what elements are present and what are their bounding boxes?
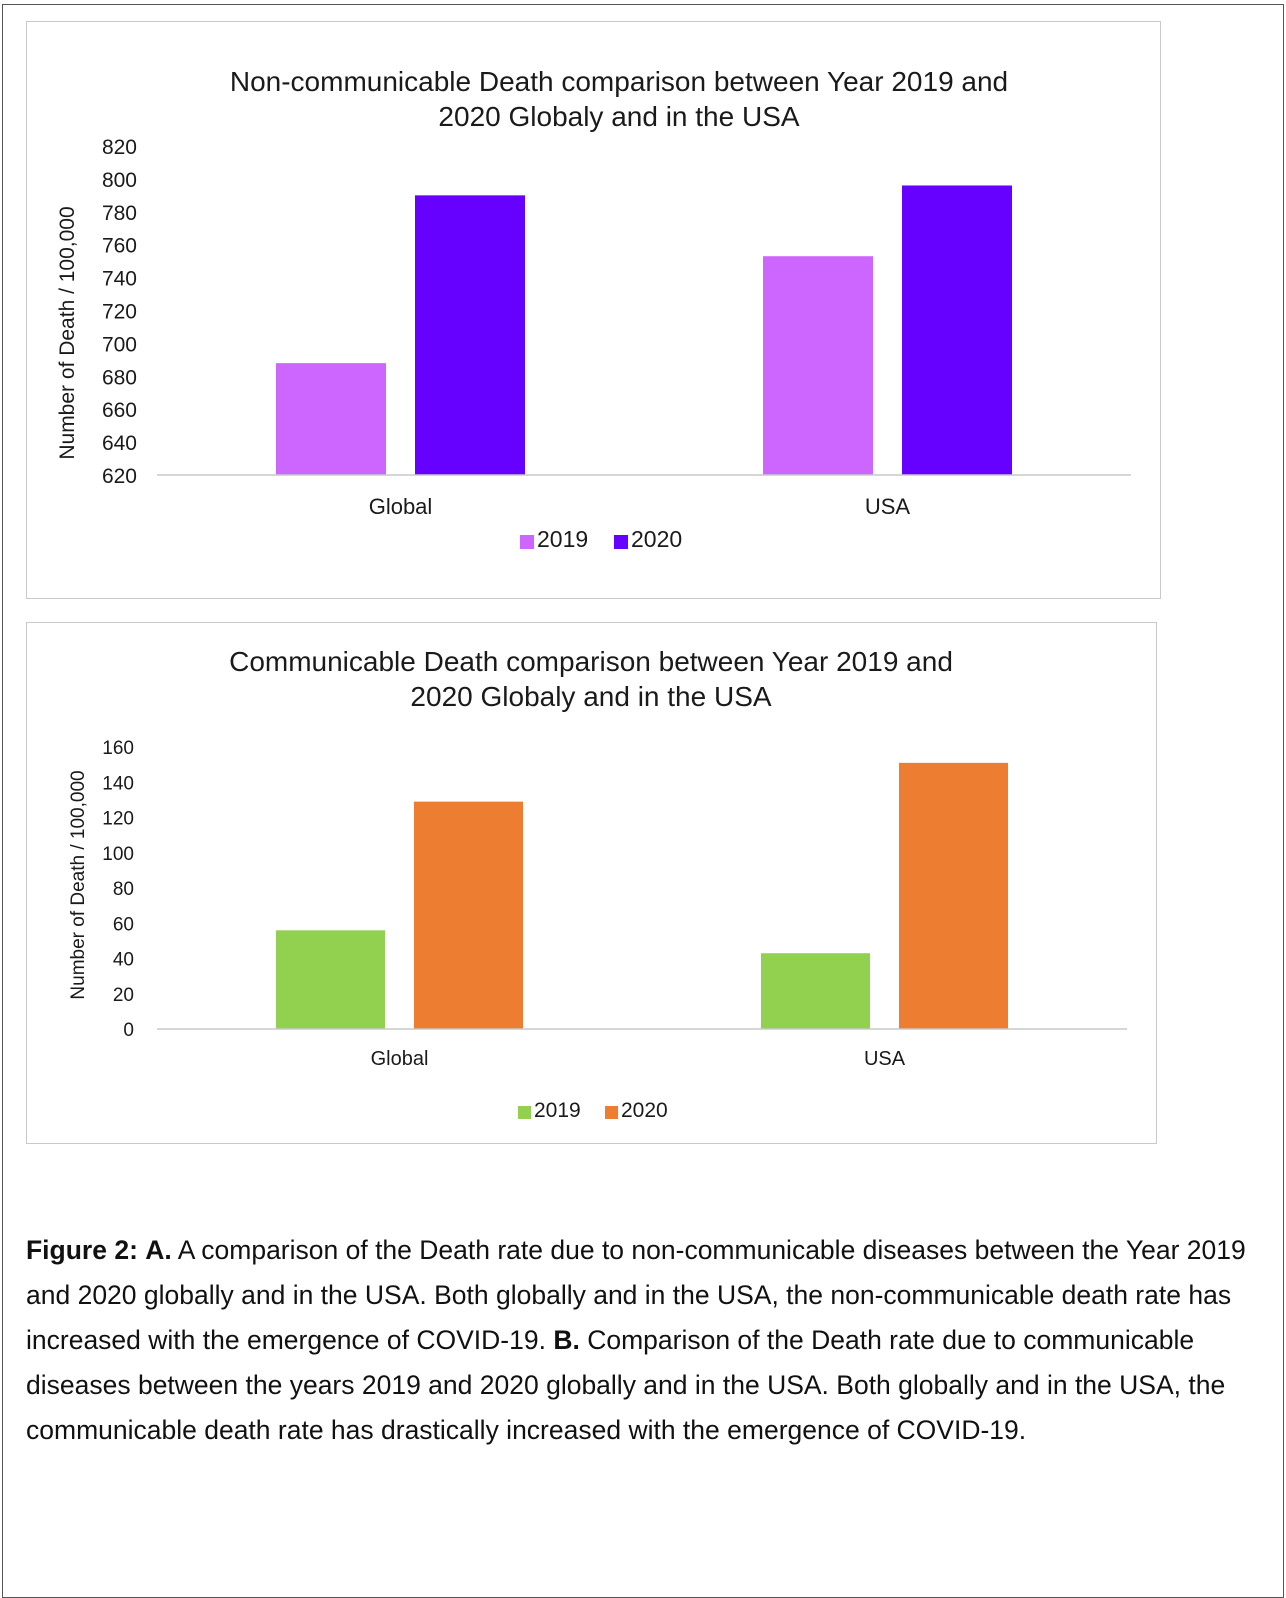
y-tick-label: 640 [102, 432, 137, 455]
chart-a-y-axis-label: Number of Death / 100,000 [56, 206, 79, 459]
y-tick-label: 800 [102, 169, 137, 192]
figure-caption: Figure 2: A. A comparison of the Death r… [26, 1228, 1266, 1453]
legend-label-2020: 2020 [631, 526, 682, 552]
y-tick-label: 160 [102, 738, 134, 759]
bar-global-2020 [414, 802, 523, 1029]
y-tick-label: 20 [113, 985, 134, 1006]
legend-label-2020: 2020 [621, 1099, 668, 1122]
y-tick-label: 780 [102, 202, 137, 225]
bar-usa-2020 [899, 763, 1008, 1029]
y-tick-label: 720 [102, 301, 137, 324]
y-tick-label: 60 [113, 914, 134, 935]
y-tick-label: 140 [102, 773, 134, 794]
y-tick-label: 820 [102, 136, 137, 159]
caption-b-label: B. [553, 1325, 580, 1355]
chart-b-y-axis-label: Number of Death / 100,000 [68, 770, 89, 999]
chart-panel-b: Communicable Death comparison between Ye… [26, 622, 1157, 1144]
x-category-label: USA [864, 1048, 906, 1070]
x-category-label: USA [865, 494, 911, 519]
x-category-label: Global [371, 1048, 429, 1070]
bar-usa-2020 [902, 185, 1012, 475]
legend-swatch-2020 [614, 535, 628, 549]
y-tick-label: 120 [102, 809, 134, 830]
y-tick-label: 680 [102, 366, 137, 389]
y-tick-label: 760 [102, 235, 137, 258]
y-tick-label: 100 [102, 844, 134, 865]
bar-global-2019 [276, 363, 386, 475]
bar-global-2020 [415, 195, 525, 475]
y-tick-label: 0 [123, 1020, 134, 1041]
y-tick-label: 80 [113, 879, 134, 900]
bar-usa-2019 [763, 256, 873, 475]
x-category-label: Global [369, 494, 433, 519]
caption-figure-label: Figure 2: [26, 1235, 138, 1265]
y-tick-label: 700 [102, 333, 137, 356]
legend-label-2019: 2019 [534, 1099, 581, 1122]
y-tick-label: 740 [102, 268, 137, 291]
caption-a-label: A. [145, 1235, 172, 1265]
y-tick-label: 660 [102, 399, 137, 422]
y-tick-label: 620 [102, 465, 137, 488]
chart-panel-a: Non-communicable Death comparison betwee… [26, 21, 1161, 599]
bar-usa-2019 [761, 953, 870, 1029]
chart-b-title-line-2: 2020 Globaly and in the USA [410, 681, 771, 712]
legend-label-2019: 2019 [537, 526, 588, 552]
chart-b-title-line-1: Communicable Death comparison between Ye… [229, 646, 953, 677]
bar-global-2019 [276, 930, 385, 1029]
chart-a-title-line-1: Non-communicable Death comparison betwee… [230, 66, 1008, 97]
legend-swatch-2020 [605, 1106, 618, 1119]
legend-swatch-2019 [518, 1106, 531, 1119]
legend-swatch-2019 [520, 535, 534, 549]
chart-a-svg: Non-communicable Death comparison betwee… [27, 22, 1162, 600]
chart-a-title-line-2: 2020 Globaly and in the USA [438, 101, 799, 132]
y-tick-label: 40 [113, 950, 134, 971]
chart-b-svg: Communicable Death comparison between Ye… [27, 623, 1158, 1145]
